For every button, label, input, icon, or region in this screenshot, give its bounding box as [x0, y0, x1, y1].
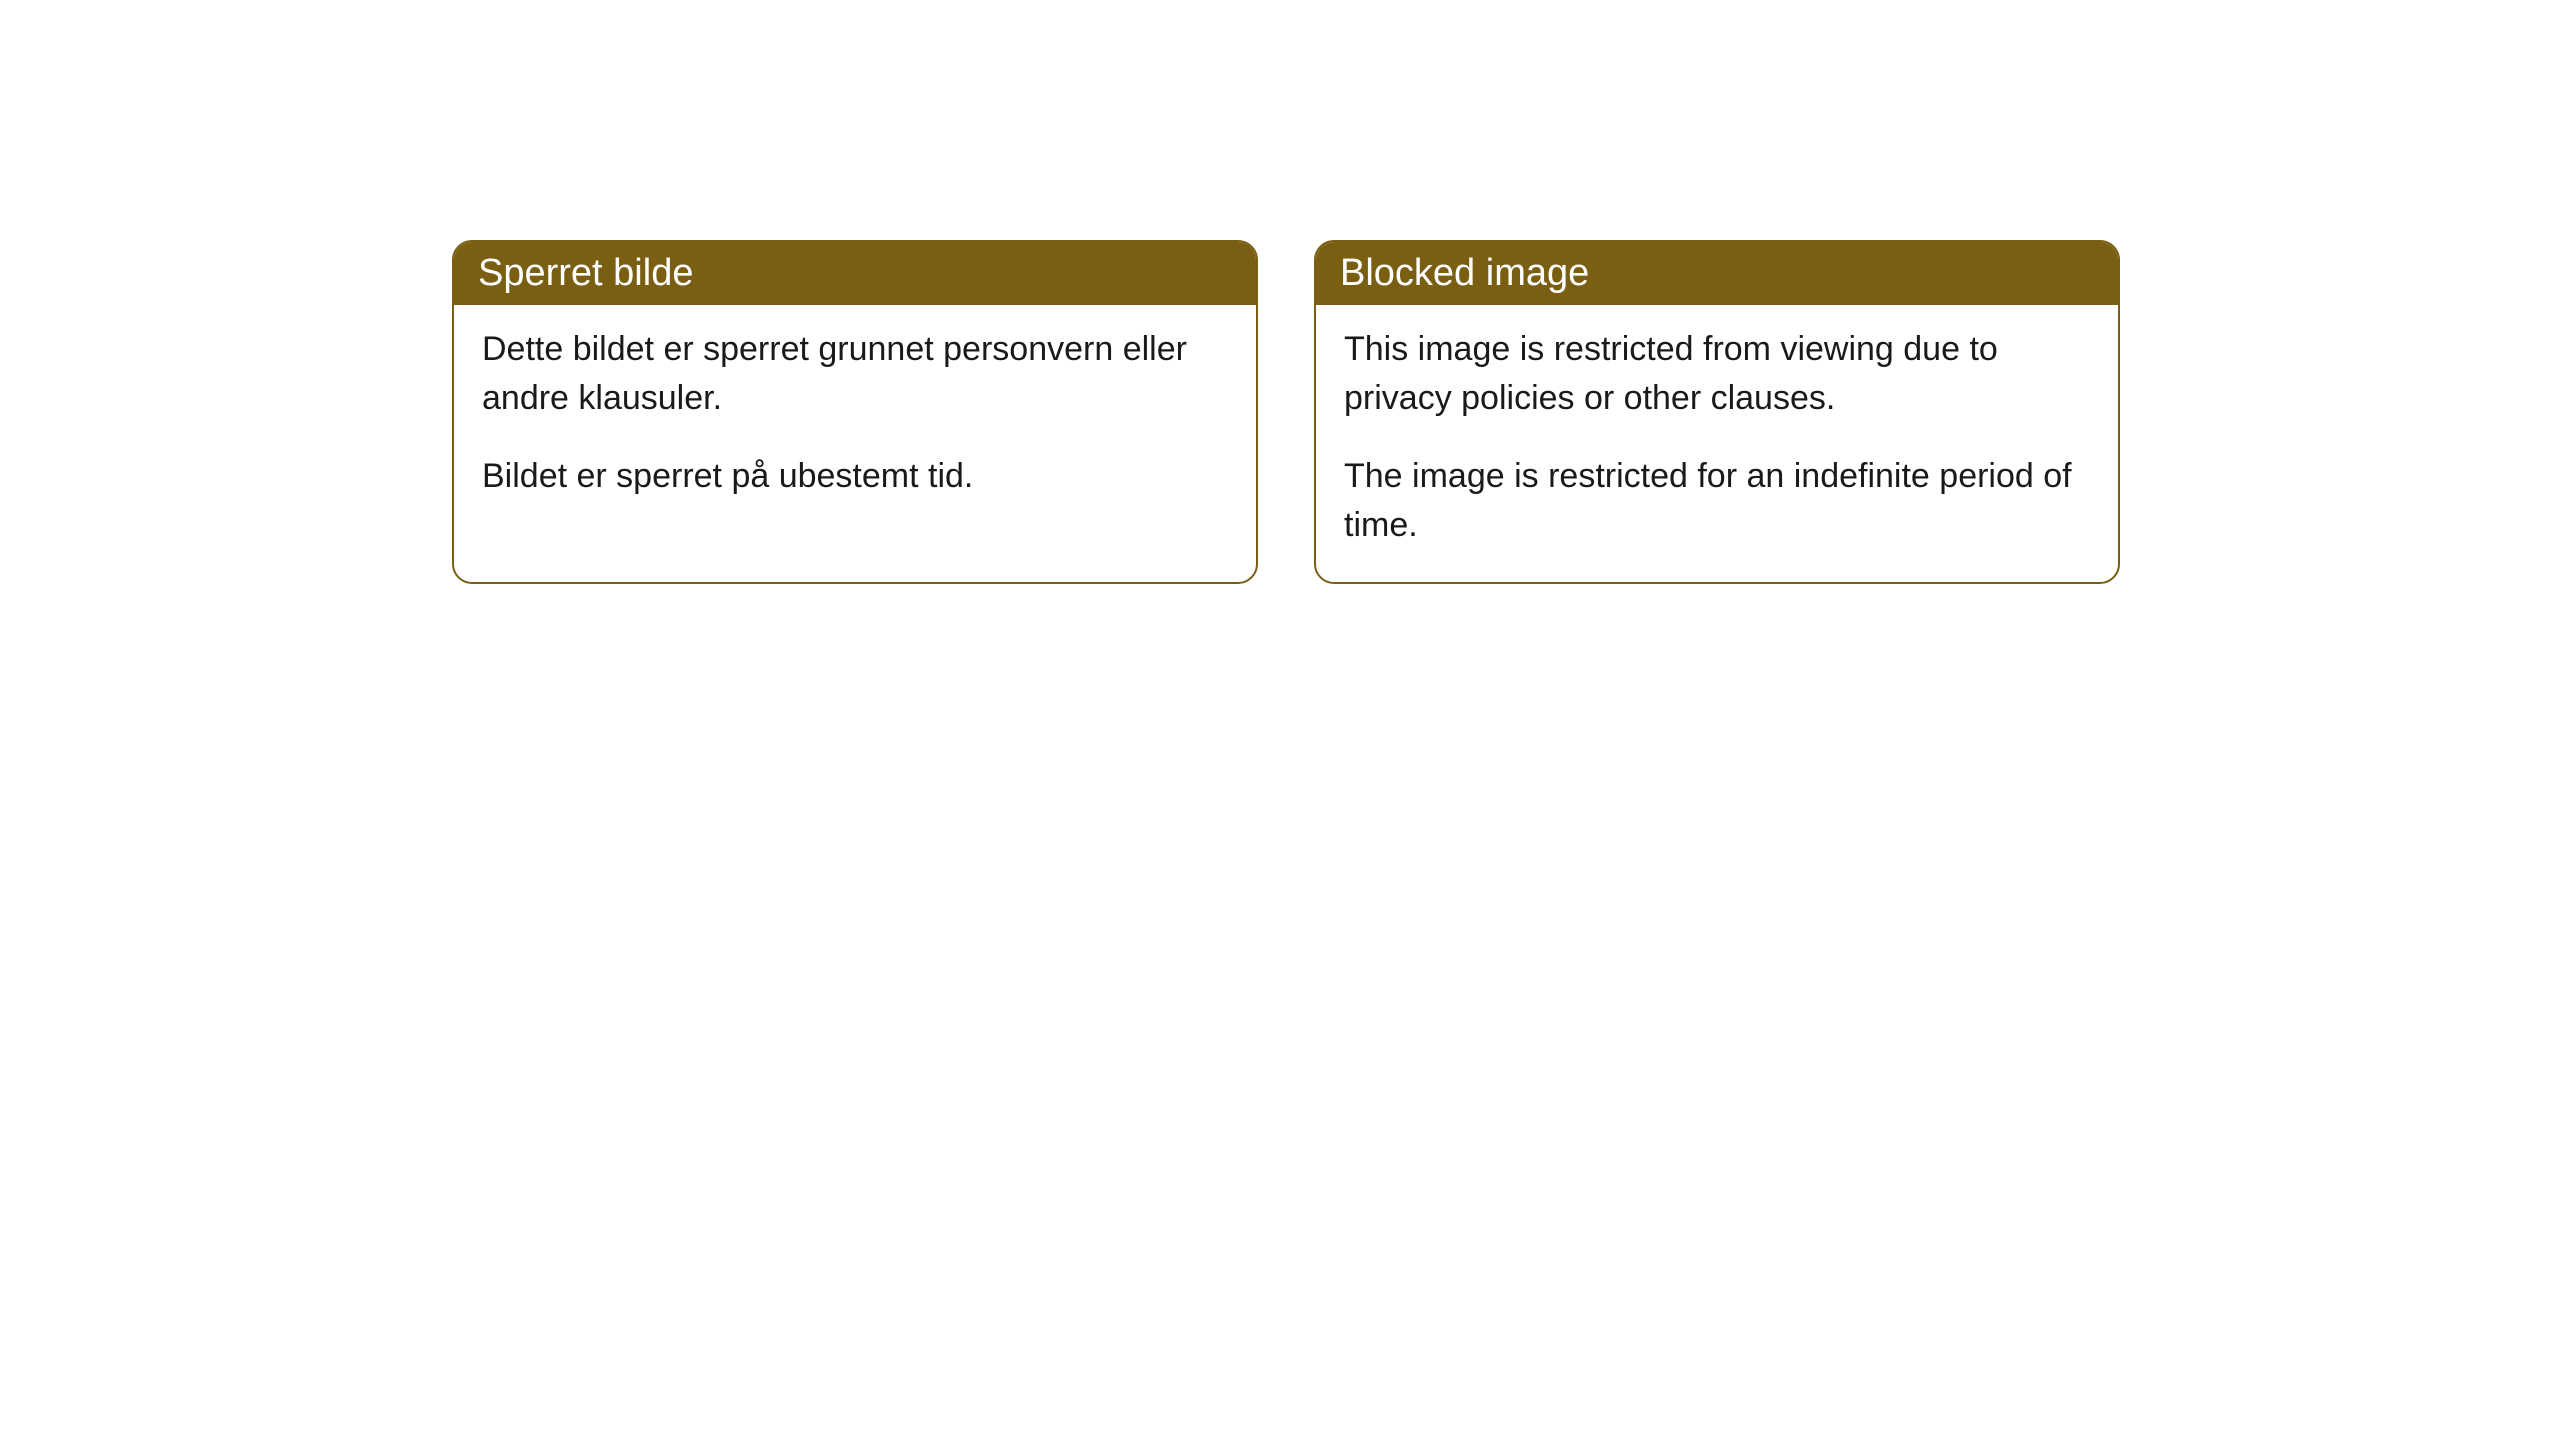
card-title: Sperret bilde: [478, 252, 693, 294]
card-body-norwegian: Dette bildet er sperret grunnet personve…: [454, 305, 1256, 533]
card-paragraph: This image is restricted from viewing du…: [1344, 325, 2090, 424]
card-header-norwegian: Sperret bilde: [454, 242, 1256, 305]
card-header-english: Blocked image: [1316, 242, 2118, 305]
card-paragraph: Dette bildet er sperret grunnet personve…: [482, 325, 1228, 424]
card-paragraph: The image is restricted for an indefinit…: [1344, 452, 2090, 551]
card-paragraph: Bildet er sperret på ubestemt tid.: [482, 452, 1228, 501]
blocked-image-card-norwegian: Sperret bilde Dette bildet er sperret gr…: [452, 240, 1258, 584]
notice-container: Sperret bilde Dette bildet er sperret gr…: [452, 240, 2120, 584]
card-body-english: This image is restricted from viewing du…: [1316, 305, 2118, 582]
card-title: Blocked image: [1340, 252, 1589, 294]
blocked-image-card-english: Blocked image This image is restricted f…: [1314, 240, 2120, 584]
